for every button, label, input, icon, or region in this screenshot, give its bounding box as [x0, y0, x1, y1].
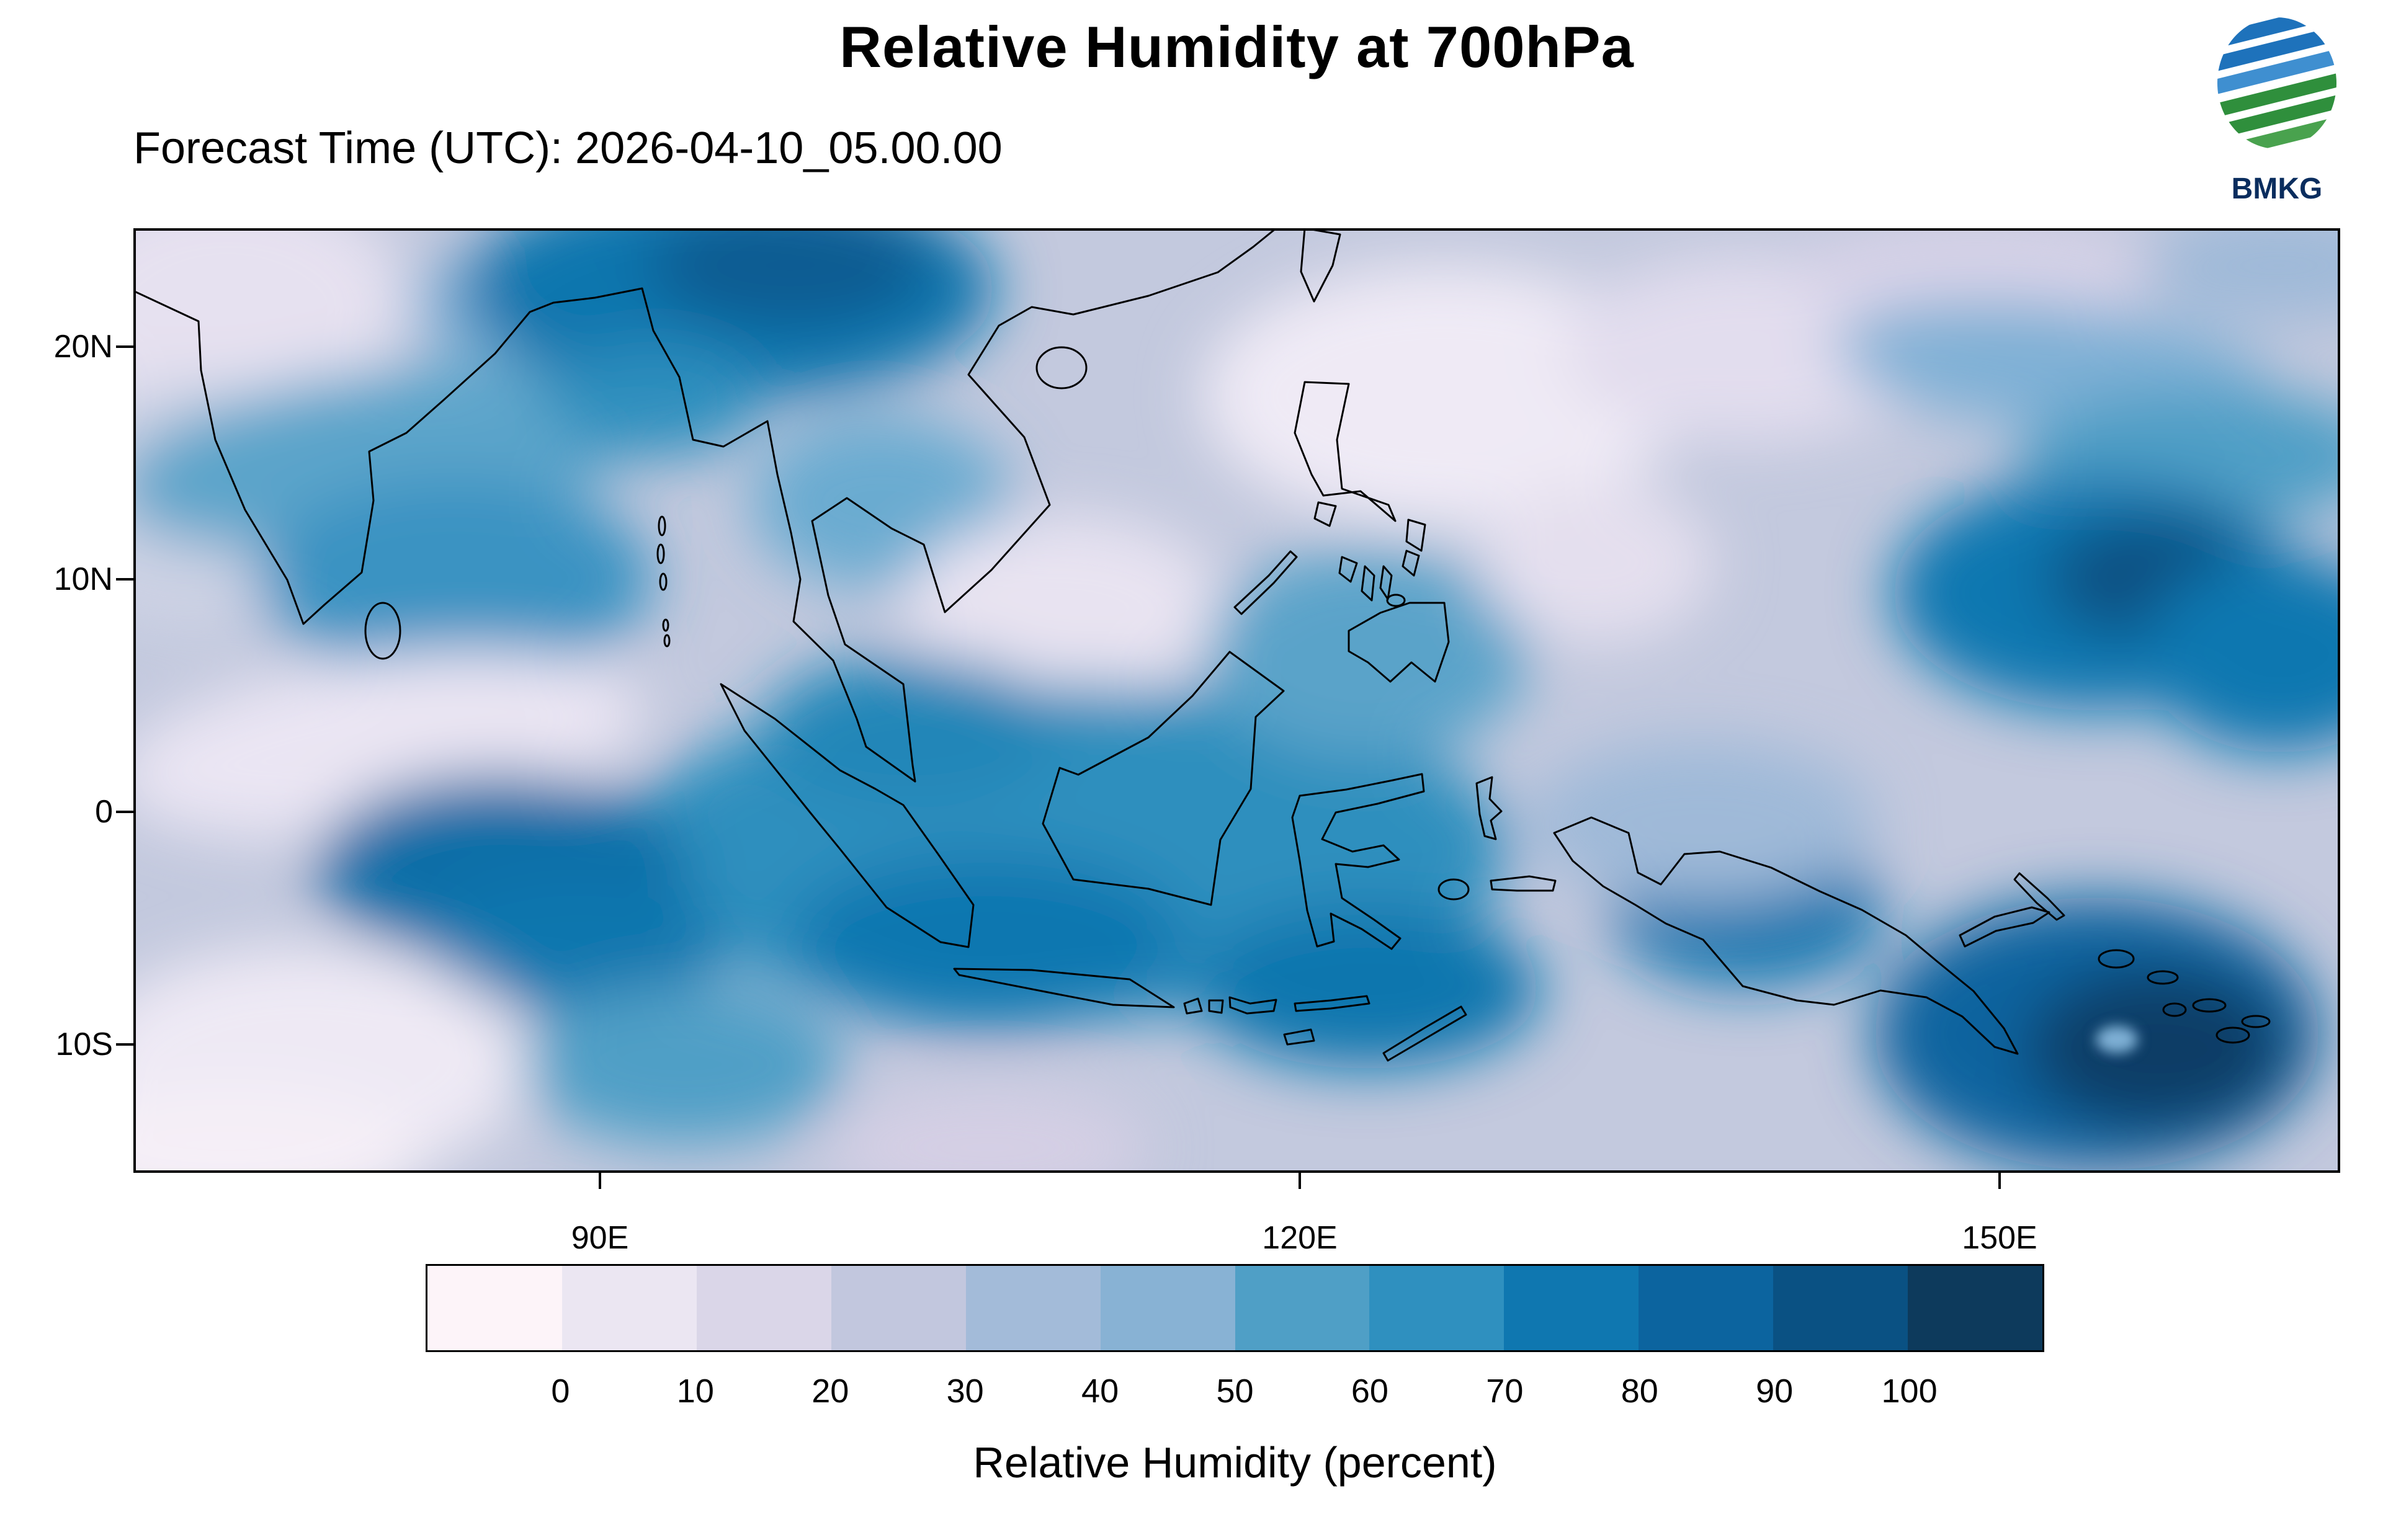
- colorbar-caption: Relative Humidity (percent): [973, 1438, 1497, 1487]
- bmkg-logo-text: BMKG: [2231, 172, 2323, 205]
- humidity-map: [133, 228, 2340, 1173]
- x-axis-label-120e: 120E: [1262, 1220, 1338, 1256]
- y-axis-label-10s: 10S: [55, 1026, 113, 1062]
- y-tick-20n: [116, 345, 133, 348]
- colorbar-segment: [1235, 1266, 1370, 1350]
- colorbar: [426, 1264, 2044, 1352]
- colorbar-tick-label: 20: [811, 1373, 849, 1410]
- x-tick-150e: [1998, 1173, 2001, 1189]
- colorbar-segment: [965, 1266, 1101, 1350]
- map-border: [133, 228, 2340, 1173]
- bmkg-logo-icon: [2217, 17, 2336, 149]
- colorbar-segment: [1908, 1266, 2043, 1350]
- colorbar-tick-label: 30: [946, 1373, 984, 1410]
- colorbar-segment: [696, 1266, 831, 1350]
- x-axis-label-90e: 90E: [571, 1220, 629, 1256]
- humidity-map-plot: [133, 228, 2340, 1173]
- colorbar-segment: [1100, 1266, 1235, 1350]
- forecast-time-label: Forecast Time (UTC): 2026-04-10_05.00.00: [133, 123, 1003, 173]
- y-axis-label-20n: 20N: [53, 329, 113, 365]
- page-title: Relative Humidity at 700hPa: [839, 14, 1634, 79]
- colorbar-tick-label: 10: [676, 1373, 714, 1410]
- y-tick-10n: [116, 578, 133, 581]
- colorbar-segment: [1639, 1266, 1774, 1350]
- colorbar-tick-label: 90: [1756, 1373, 1794, 1410]
- colorbar-tick-label: 70: [1486, 1373, 1524, 1410]
- colorbar-tick-label: 40: [1081, 1373, 1119, 1410]
- colorbar-segment: [1369, 1266, 1504, 1350]
- x-tick-120e: [1299, 1173, 1301, 1189]
- colorbar-tick-label: 100: [1881, 1373, 1938, 1410]
- colorbar-ticks: 0 10 20 30 40 50 60 70 80 90 100: [426, 1372, 2044, 1412]
- x-tick-90e: [599, 1173, 601, 1189]
- colorbar-segment: [1773, 1266, 1908, 1350]
- x-axis-label-150e: 150E: [1962, 1220, 2037, 1256]
- humidity-field: [133, 228, 2340, 1173]
- colorbar-tick-label: 50: [1216, 1373, 1254, 1410]
- y-axis-label-0: 0: [95, 794, 113, 830]
- colorbar-segment: [831, 1266, 966, 1350]
- colorbar-segment: [1504, 1266, 1639, 1350]
- y-tick-0: [116, 811, 133, 813]
- bmkg-logo: BMKG: [2211, 9, 2343, 206]
- y-axis-label-10n: 10N: [53, 561, 113, 597]
- coastlines: [133, 228, 2271, 1062]
- y-tick-10s: [116, 1043, 133, 1046]
- colorbar-tick-label: 60: [1351, 1373, 1388, 1410]
- colorbar-tick-label: 0: [551, 1373, 570, 1410]
- colorbar-segment: [561, 1266, 697, 1350]
- colorbar-segment: [427, 1266, 562, 1350]
- colorbar-tick-label: 80: [1621, 1373, 1658, 1410]
